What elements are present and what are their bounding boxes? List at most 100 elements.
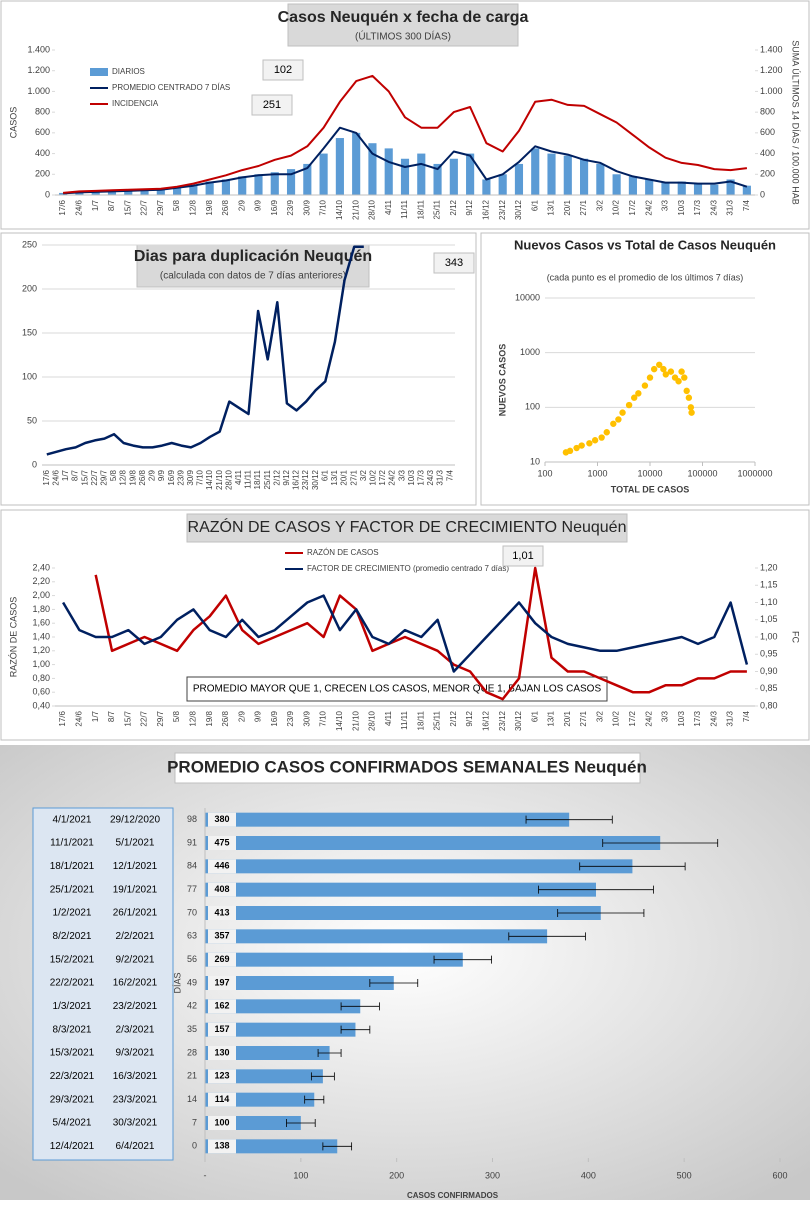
x-tick-label: 31/3 [436, 469, 445, 485]
x-tick-label: 24/2 [644, 199, 653, 215]
x-tick-label: 9/12 [282, 469, 291, 485]
y-tick-label: 1.000 [27, 86, 50, 96]
point [630, 394, 638, 401]
x-tick-label: 29/7 [156, 199, 165, 215]
x-tick-label: 8/7 [107, 710, 116, 722]
x-tick-label: 6/1 [320, 469, 329, 481]
x-tick-label: 12/8 [119, 469, 128, 485]
y-tick-label: 14 [187, 1094, 197, 1104]
period-end: 16/3/2021 [113, 1071, 158, 1082]
x-tick-label: 10/2 [368, 469, 377, 485]
x-tick-label: 24/3 [426, 469, 435, 485]
bar [352, 132, 361, 195]
annotation: 251 [263, 99, 281, 111]
x-tick-label: 3/2 [595, 199, 604, 211]
y-tick-label: 42 [187, 1001, 197, 1011]
data-line [63, 74, 748, 194]
label-box [208, 836, 236, 850]
x-tick-label: 9/12 [465, 199, 474, 215]
label-box [208, 812, 236, 827]
x-tick-label: 2/12 [449, 710, 458, 726]
x-tick-label: 20/1 [563, 199, 572, 215]
chart-title: RAZÓN DE CASOS Y FACTOR DE CRECIMIENTO N… [188, 517, 627, 536]
x-tick-label: 10/3 [677, 710, 686, 726]
x-tick-label: 1/7 [91, 710, 100, 722]
x-tick-label: 4/11 [384, 710, 393, 726]
period-start: 15/2/2021 [50, 954, 95, 965]
point [675, 378, 682, 385]
y-tick-label: 200 [760, 169, 775, 179]
x-tick-label: 7/4 [742, 710, 751, 722]
x-tick-label: 2/12 [272, 469, 281, 485]
x-tick-label: 16/12 [482, 710, 491, 731]
x-tick-label: 21/10 [351, 710, 360, 731]
x-tick-label: 9/12 [465, 710, 474, 726]
data-line [62, 594, 749, 673]
x-tick-label: 1/7 [91, 199, 100, 211]
bar [286, 169, 296, 195]
error-bar [322, 1142, 353, 1151]
period-start: 8/2/2021 [53, 931, 92, 942]
y-tick-label: 800 [35, 107, 50, 117]
x-tick-label: 1000000 [737, 468, 772, 478]
bar [417, 153, 426, 195]
bar [205, 952, 463, 967]
bar [710, 184, 719, 195]
x-tick-label: 2/9 [237, 199, 246, 211]
bar [75, 191, 84, 195]
bar [596, 163, 605, 195]
x-tick-label: 10/2 [612, 710, 621, 726]
bar [205, 882, 596, 897]
point [598, 434, 605, 441]
bar [205, 1139, 338, 1154]
data-label: 130 [214, 1047, 229, 1057]
panel [0, 509, 810, 741]
y-tick-label: 10000 [515, 292, 540, 302]
y-tick-label: 1000 [520, 347, 540, 357]
x-tick-label: 17/6 [42, 469, 51, 485]
bar [205, 812, 570, 827]
bar [254, 174, 263, 195]
bar [400, 158, 410, 195]
y-tick-label: 200 [35, 169, 50, 179]
bar [238, 176, 247, 195]
x-tick-label: 6/1 [530, 199, 539, 211]
y-tick-label: 1.000 [760, 86, 783, 96]
point [603, 429, 610, 436]
data-label: 475 [214, 837, 229, 847]
x-tick-label: 31/3 [726, 710, 735, 726]
point [683, 387, 690, 395]
x-tick-label: 19/8 [205, 199, 214, 215]
x-tick-label: 10/2 [612, 199, 621, 215]
bar [205, 859, 633, 874]
point [685, 394, 693, 401]
x-tick-label: 11/11 [400, 710, 409, 729]
point [650, 365, 658, 373]
chart-title: PROMEDIO CASOS CONFIRMADOS SEMANALES Neu… [167, 757, 647, 776]
period-end: 6/4/2021 [116, 1141, 155, 1152]
y-tick-label: 800 [760, 107, 775, 117]
x-tick-label: 7/4 [445, 469, 454, 481]
x-axis-title: CASOS CONFIRMADOS [407, 1191, 499, 1200]
title-box [136, 244, 370, 288]
period-start: 25/1/2021 [50, 884, 95, 895]
data-label: 157 [214, 1024, 229, 1034]
x-tick-label: 22/7 [90, 469, 99, 485]
data-label: 380 [214, 814, 229, 824]
period-end: 12/1/2021 [113, 861, 158, 872]
bar [514, 163, 524, 195]
x-tick-label: 27/1 [349, 469, 358, 485]
label-box [208, 976, 236, 990]
x-tick-label: 17/2 [378, 469, 387, 485]
y-tick-label: 0 [760, 189, 765, 199]
x-tick-label: 3/3 [661, 199, 670, 211]
period-start: 29/3/2021 [50, 1094, 95, 1105]
x-tick-label: 17/2 [628, 710, 637, 726]
date-table [32, 807, 174, 1161]
y-tick-label: 400 [35, 148, 50, 158]
x-tick-label: 200 [389, 1170, 404, 1180]
bar [384, 148, 393, 195]
y-axis-title: RAZÓN DE CASOS [8, 597, 18, 678]
x-tick-label: 24/3 [709, 199, 718, 215]
bar [433, 163, 442, 195]
